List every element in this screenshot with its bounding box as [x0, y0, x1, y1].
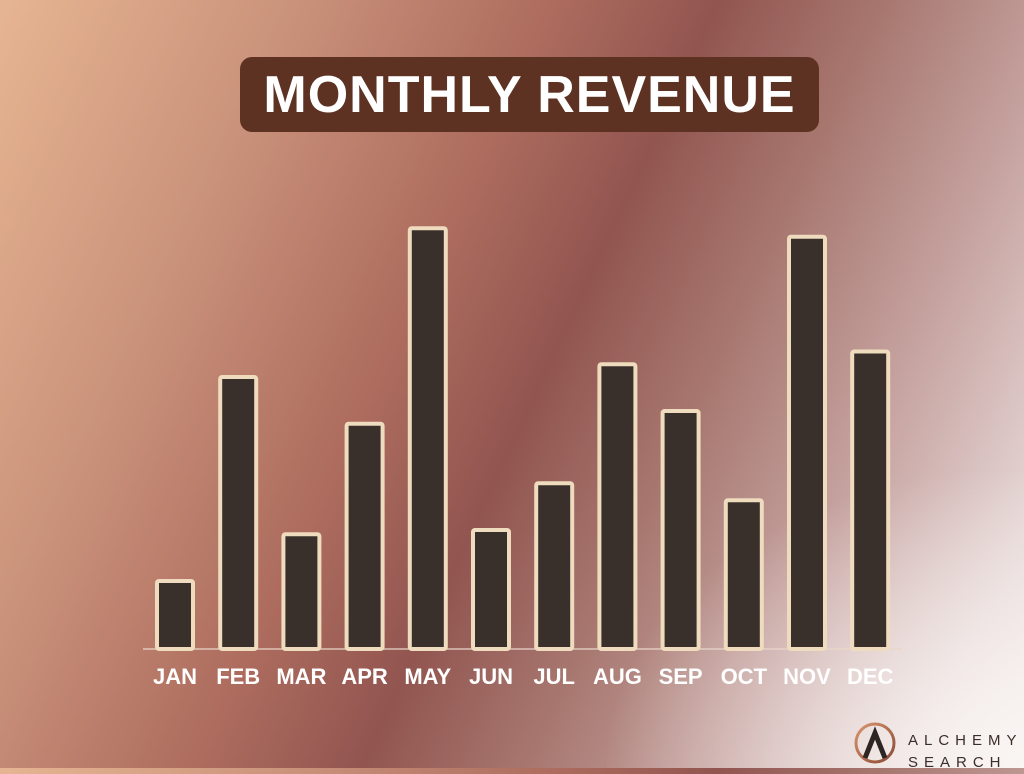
x-tick-label-jul: JUL	[533, 664, 575, 689]
logo-mark-icon	[854, 722, 896, 764]
logo-text: ALCHEMY SEARCH	[908, 730, 1023, 774]
x-tick-label-jan: JAN	[153, 664, 197, 689]
logo-line-2: SEARCH	[908, 754, 1007, 771]
x-tick-label-sep: SEP	[659, 664, 703, 689]
bar-may	[407, 226, 448, 651]
x-tick-label-oct: OCT	[721, 664, 768, 689]
x-tick-label-mar: MAR	[276, 664, 326, 689]
bar-jan	[155, 579, 195, 651]
x-tick-label-aug: AUG	[593, 664, 642, 689]
bar-oct	[723, 498, 764, 651]
chart-title: MONTHLY REVENUE	[263, 65, 796, 124]
bar-aug	[597, 362, 638, 651]
x-tick-label-nov: NOV	[783, 664, 831, 689]
bar-sep	[660, 409, 701, 651]
bar-apr	[344, 421, 385, 651]
logo-line-1: ALCHEMY	[908, 732, 1023, 749]
x-tick-label-feb: FEB	[216, 664, 260, 689]
x-tick-label-dec: DEC	[847, 664, 894, 689]
bar-feb	[218, 375, 259, 651]
chart-title-banner: MONTHLY REVENUE	[240, 57, 819, 132]
alchemy-search-logo: ALCHEMY SEARCH	[852, 716, 1024, 771]
bar-mar	[281, 532, 322, 651]
x-tick-label-jun: JUN	[469, 664, 513, 689]
bar-jun	[471, 528, 511, 651]
bar-jul	[534, 481, 575, 651]
x-tick-label-may: MAY	[404, 664, 451, 689]
bar-dec	[850, 349, 891, 651]
x-tick-label-apr: APR	[341, 664, 388, 689]
bar-nov	[787, 234, 827, 651]
